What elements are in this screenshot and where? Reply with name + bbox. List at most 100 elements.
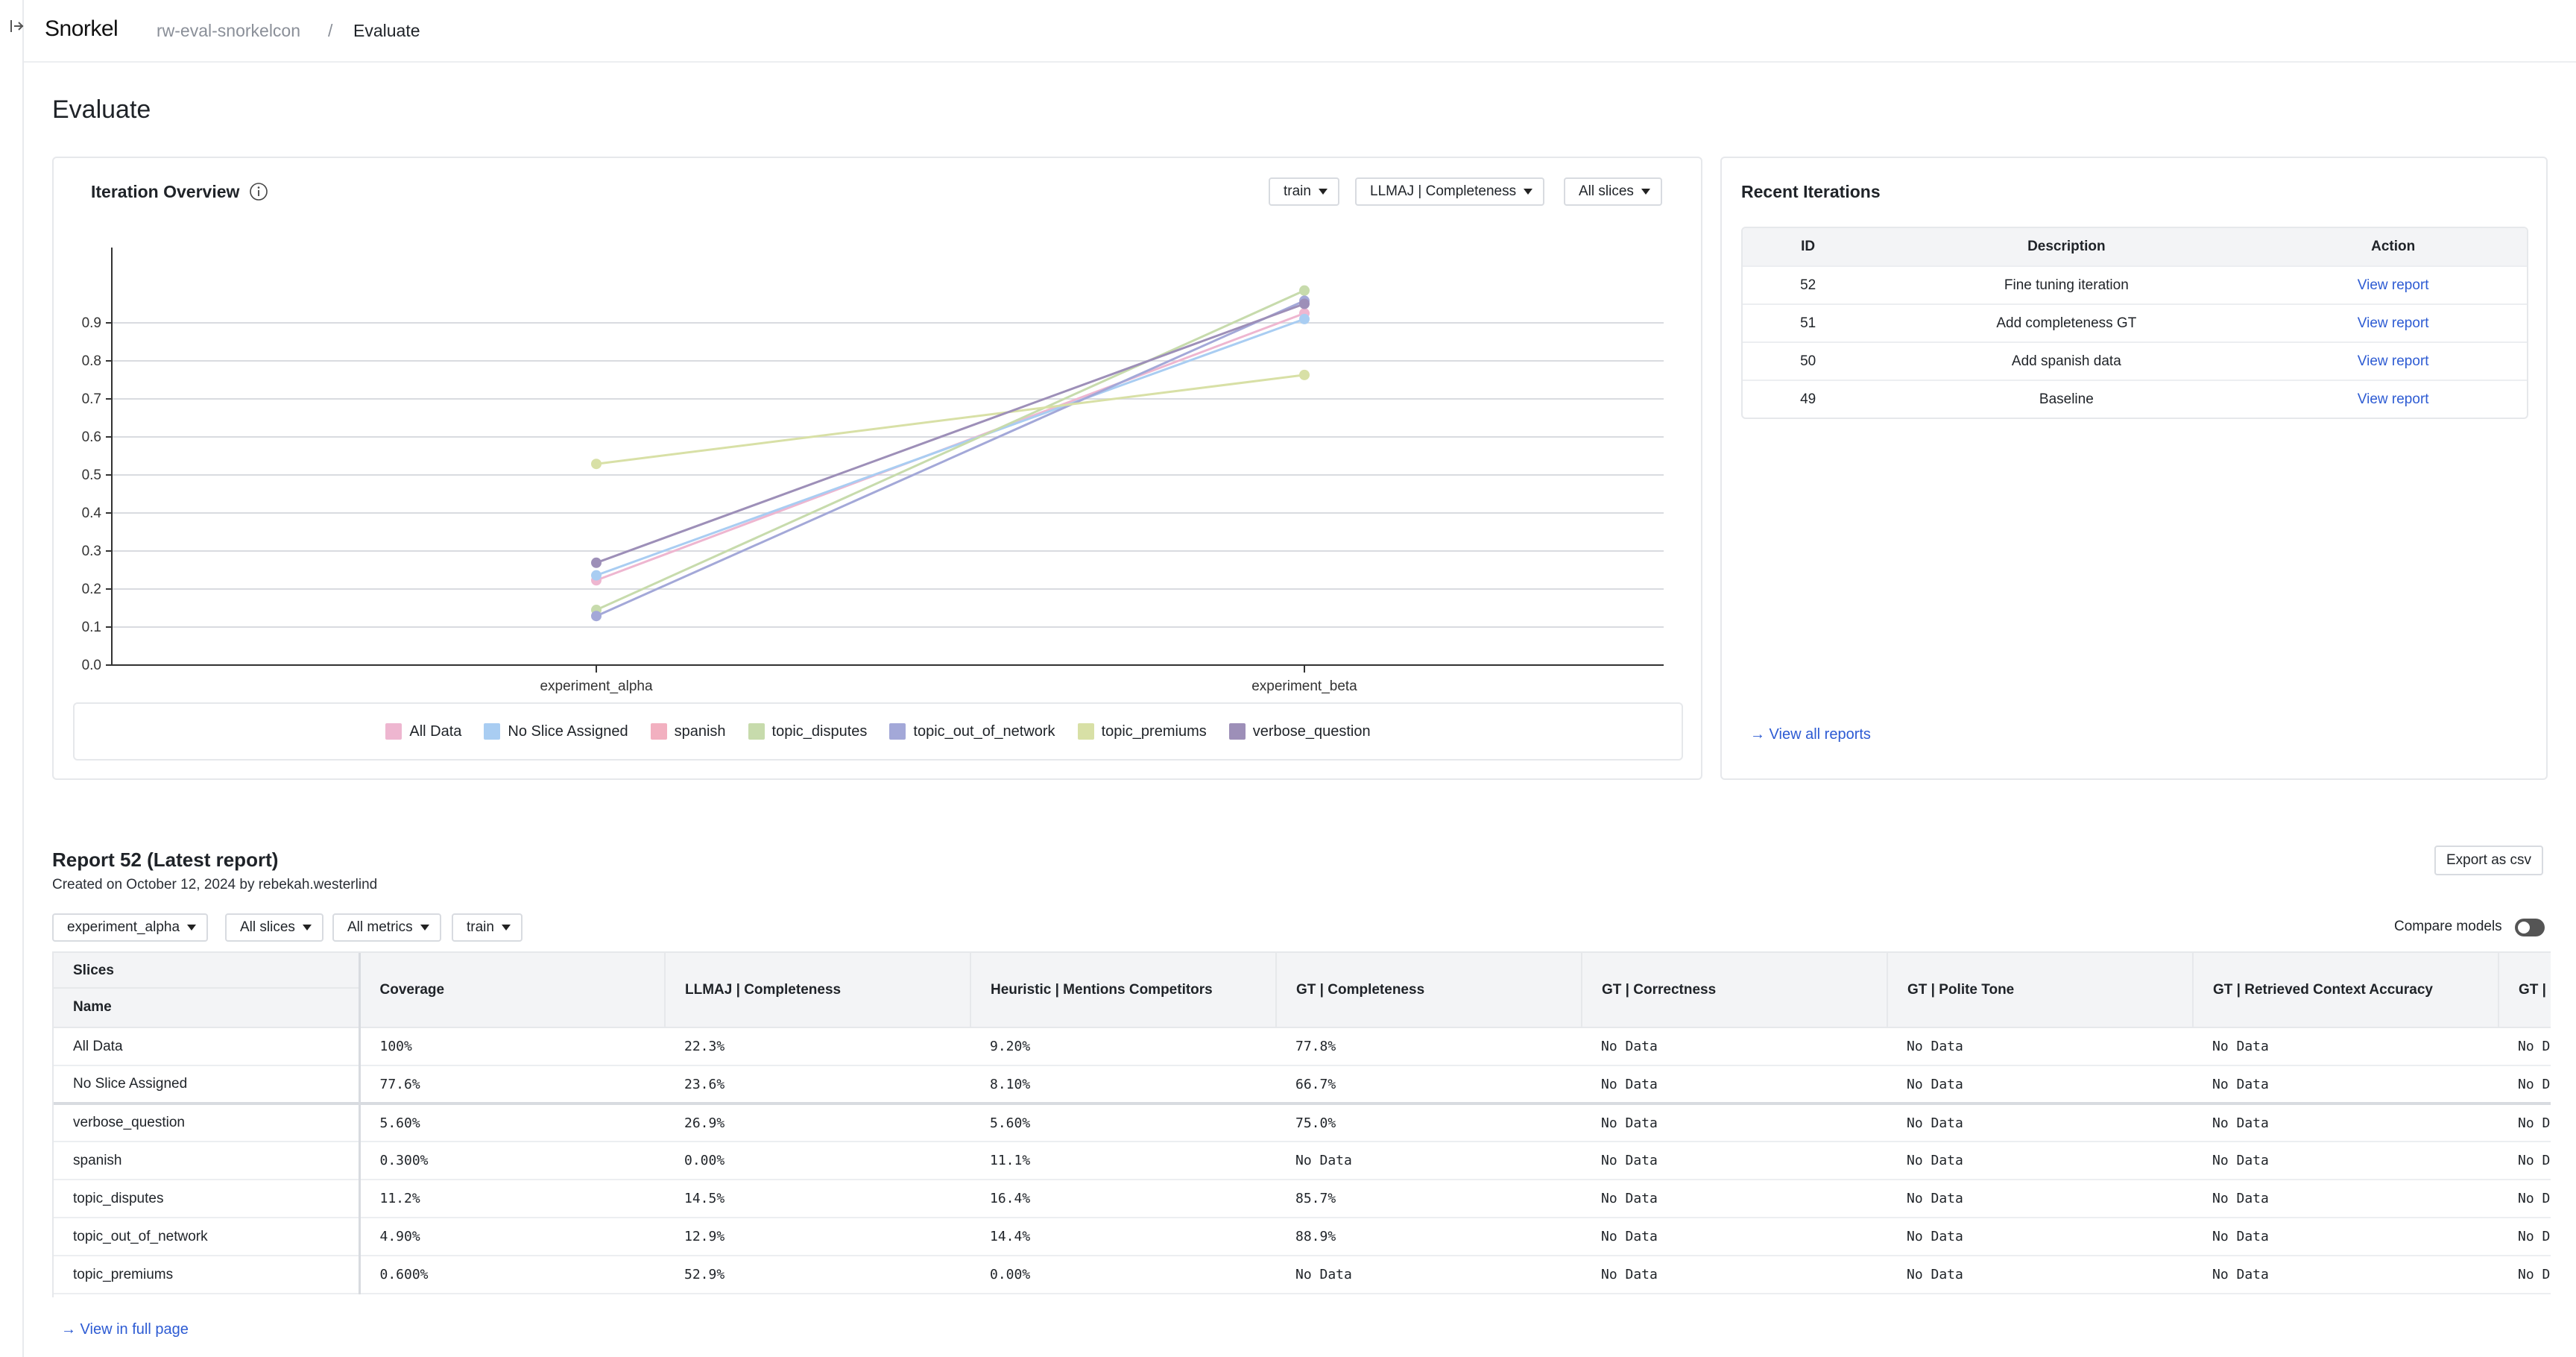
- metric-cell: No Data: [1582, 1142, 1887, 1180]
- report-table: Slices Name Coverage LLMAJ | Completenes…: [52, 951, 2551, 1297]
- legend-item[interactable]: topic_out_of_network: [889, 723, 1055, 740]
- data-point: [1299, 298, 1310, 309]
- caret-down-icon: [420, 925, 429, 931]
- metric-cell: 0.600%: [359, 1256, 665, 1294]
- column-header[interactable]: GT | Correctness: [1582, 953, 1888, 1028]
- split-dropdown-label: train: [1284, 183, 1311, 199]
- table-row: verbose_question 5.60% 26.9% 5.60% 75.0% No D…: [54, 1103, 2551, 1142]
- metric-cell: 0.00%: [970, 1256, 1276, 1294]
- caret-down-icon: [187, 925, 197, 931]
- metric-cell: No Data: [1887, 1180, 2193, 1218]
- left-rail: [0, 0, 24, 1357]
- metric-cell: No Data: [2193, 1180, 2498, 1218]
- view-full-page-link[interactable]: → View in full page: [61, 1321, 189, 1338]
- iteration-description: Add spanish data: [2011, 353, 2121, 369]
- recent-iterations-card: Recent Iterations ID Description Action …: [1720, 157, 2548, 780]
- iteration-line-chart: 0.0 0.1 0.2 0.3 0.4 0.5 0.6 0.7 0.8 0.9 experiment…: [82, 248, 1664, 694]
- y-tick-label: 0.6: [82, 429, 101, 445]
- column-header[interactable]: LLMAJ | Completeness: [665, 953, 971, 1028]
- info-icon[interactable]: [249, 182, 268, 201]
- data-point: [591, 570, 602, 581]
- metric-cell: No Data: [2498, 1180, 2551, 1218]
- compare-models-toggle[interactable]: [2515, 919, 2545, 936]
- metrics-dropdown-label: All metrics: [347, 919, 413, 935]
- metric-cell: 11.1%: [970, 1142, 1276, 1180]
- legend-item[interactable]: topic_premiums: [1077, 722, 1207, 740]
- metric-cell: 11.2%: [359, 1180, 665, 1218]
- view-report-link[interactable]: View report: [2357, 391, 2429, 407]
- legend-label: topic_out_of_network: [913, 722, 1055, 740]
- series-line: [596, 318, 1305, 577]
- metric-cell: No Data: [2193, 1065, 2498, 1105]
- metric-cell: 4.90%: [359, 1218, 665, 1256]
- legend-swatch: [748, 723, 765, 740]
- export-csv-button[interactable]: Export as csv: [2434, 846, 2544, 875]
- legend-label: All Data: [409, 722, 462, 740]
- column-header[interactable]: GT | Completeness: [1276, 953, 1582, 1028]
- chart-lines: [596, 289, 1305, 617]
- slice-name-cell: verbose_question: [54, 1103, 361, 1142]
- report-subtitle: Created on October 12, 2024 by rebekah.w…: [52, 877, 378, 892]
- chart-points: [591, 285, 1310, 622]
- slice-name-cell: topic_disputes: [54, 1180, 361, 1218]
- iteration-id: 50: [1800, 353, 1816, 369]
- metric-cell: 12.9%: [665, 1218, 970, 1256]
- metric-cell: No Data: [1887, 1103, 2193, 1142]
- column-header[interactable]: GT | Retrieved Context Accuracy: [2193, 953, 2499, 1028]
- metric-cell: No Data: [2193, 1218, 2498, 1256]
- y-tick-label: 0.9: [82, 315, 101, 331]
- view-report-link[interactable]: View report: [2357, 277, 2429, 293]
- metric-cell: 8.10%: [970, 1065, 1276, 1105]
- metric-cell: 100%: [359, 1027, 665, 1066]
- metric-cell: 0.300%: [359, 1142, 665, 1180]
- expand-sidebar-icon[interactable]: [7, 16, 27, 36]
- y-tick-label: 0.4: [82, 506, 102, 521]
- column-header[interactable]: GT | Polite Tone: [1887, 953, 2194, 1028]
- metric-cell: No Data: [2498, 1218, 2551, 1256]
- iteration-description: Add completeness GT: [1996, 315, 2137, 331]
- metric-cell: No Data: [2498, 1103, 2551, 1142]
- report-table-body: All Data 100% 22.3% 9.20% 77.8% No Data No Dat…: [54, 1027, 2551, 1294]
- y-tick-label: 0.1: [82, 620, 101, 635]
- series-line: [596, 289, 1305, 611]
- data-point: [591, 611, 602, 622]
- report-slices-dropdown[interactable]: All slices: [225, 913, 323, 942]
- metric-cell: No Data: [2193, 1027, 2498, 1066]
- report-split-dropdown[interactable]: train: [452, 913, 523, 942]
- column-header[interactable]: Coverage: [359, 953, 666, 1028]
- metric-cell: No Data: [1582, 1103, 1887, 1142]
- table-row: 52 Fine tuning iteration View report: [1743, 265, 2527, 303]
- page-title: Evaluate: [52, 95, 151, 124]
- data-point: [591, 557, 602, 568]
- legend-item[interactable]: topic_disputes: [748, 722, 868, 740]
- caret-down-icon: [1641, 189, 1650, 195]
- metric-cell: No Data: [1887, 1218, 2193, 1256]
- legend-item[interactable]: verbose_question: [1228, 723, 1371, 740]
- legend-label: topic_premiums: [1101, 722, 1207, 740]
- legend-item[interactable]: All Data: [385, 723, 461, 740]
- iteration-description: Baseline: [2039, 391, 2094, 407]
- breadcrumb-project[interactable]: rw-eval-snorkelcon: [157, 21, 301, 40]
- slice-name-cell: topic_out_of_network: [54, 1218, 361, 1256]
- slices-dropdown[interactable]: All slices: [1564, 177, 1662, 206]
- iteration-id: 49: [1800, 391, 1816, 407]
- view-report-link[interactable]: View report: [2357, 315, 2429, 331]
- metrics-dropdown[interactable]: All metrics: [332, 913, 441, 942]
- column-header[interactable]: Heuristic | Mentions Competitors: [970, 953, 1277, 1028]
- legend-item[interactable]: No Slice Assigned: [484, 723, 628, 740]
- slices-header: Slices: [54, 953, 357, 989]
- legend-item[interactable]: spanish: [650, 723, 726, 740]
- legend-swatch: [484, 723, 501, 740]
- metric-cell: 9.20%: [970, 1027, 1276, 1066]
- view-report-link[interactable]: View report: [2357, 353, 2429, 369]
- experiment-dropdown[interactable]: experiment_alpha: [52, 913, 209, 942]
- split-dropdown[interactable]: train: [1269, 177, 1339, 206]
- legend-label: topic_disputes: [771, 722, 868, 740]
- report-title: Report 52 (Latest report): [52, 848, 279, 871]
- metric-cell: 14.4%: [970, 1218, 1276, 1256]
- view-all-reports-link[interactable]: → View all reports: [1750, 726, 1871, 743]
- metric-dropdown[interactable]: LLMAJ | Completeness: [1355, 177, 1545, 206]
- logo[interactable]: Snorkel: [45, 16, 119, 41]
- top-bar: Snorkel rw-eval-snorkelcon / Evaluate: [24, 0, 2576, 63]
- column-header[interactable]: GT | Retrieved Context Relevance: [2498, 953, 2551, 1028]
